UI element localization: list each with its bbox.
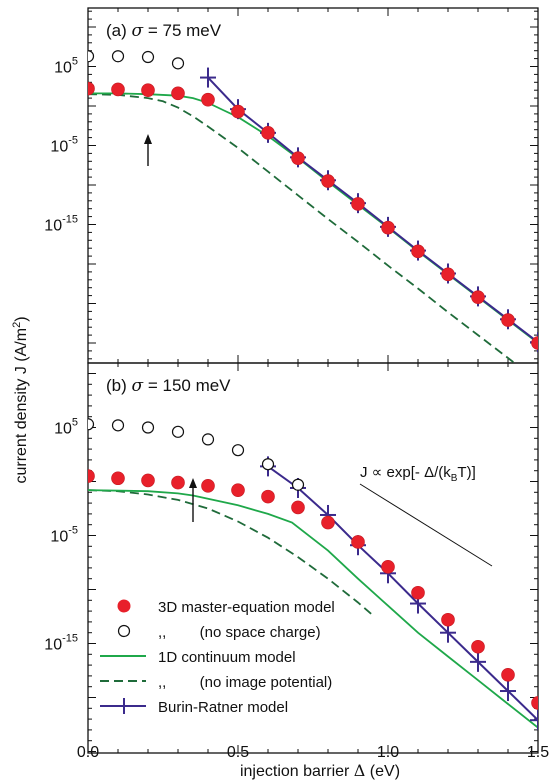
panel-b-frame <box>87 362 539 754</box>
legend-marker-me3d_nsc <box>117 624 131 638</box>
point-me3d_nsc-b <box>171 425 185 438</box>
point-me3d-b <box>171 475 185 490</box>
point-me3d-a <box>111 82 125 97</box>
y-tick-label-b: 105 <box>54 417 78 438</box>
point-me3d-b <box>88 469 95 483</box>
x-tick-label: 1.0 <box>377 744 399 761</box>
x-axis-label: injection barrier Δ (eV) <box>240 761 400 780</box>
point-me3d_nsc-a <box>111 50 125 63</box>
point-me3d-b <box>351 535 365 549</box>
point-me3d-a <box>531 336 538 350</box>
point-me3d_nsc-a <box>171 57 185 70</box>
series-line-br-b <box>267 465 538 721</box>
panel-a-label: (a) σ = 75 meV <box>106 21 222 41</box>
point-me3d-b <box>201 479 215 493</box>
point-me3d-a <box>351 197 365 211</box>
point-me3d-a <box>201 92 215 107</box>
point-me3d_nsc-b <box>111 419 125 432</box>
point-me3d-a <box>381 220 395 235</box>
y-tick-label-a: 10-15 <box>44 214 78 235</box>
point-me3d-b <box>411 585 425 600</box>
point-me3d-b <box>441 612 455 627</box>
point-me3d-a <box>141 83 155 97</box>
point-me3d_nsc-b <box>261 458 275 471</box>
arrow-head-a <box>144 134 152 144</box>
legend-marker-me3d <box>117 599 131 613</box>
legend-label-me3d: 3D master-equation model <box>158 599 335 616</box>
point-me3d-a <box>261 126 275 140</box>
x-tick-label: 0.5 <box>227 744 249 761</box>
point-me3d-b <box>141 473 155 488</box>
point-me3d-b <box>381 560 395 574</box>
point-me3d-a <box>231 104 245 119</box>
point-me3d-a <box>411 244 425 259</box>
point-me3d-b <box>261 489 275 504</box>
point-me3d_nsc-a <box>88 50 95 63</box>
series-line-cont1d_nip-b <box>88 489 374 617</box>
point-me3d-b <box>231 483 245 497</box>
point-me3d-a <box>171 86 185 101</box>
point-me3d-a <box>88 81 95 96</box>
panel-b-label: (b) σ = 150 meV <box>106 376 231 396</box>
x-tick-label: 0.0 <box>77 744 99 761</box>
point-me3d-b <box>471 639 485 654</box>
point-me3d_nsc-b <box>88 418 95 431</box>
point-me3d-b <box>501 668 515 682</box>
y-tick-label-a: 105 <box>54 56 78 77</box>
point-me3d_nsc-b <box>291 478 305 491</box>
point-me3d-a <box>441 267 455 282</box>
panel-a-frame <box>87 7 539 364</box>
point-me3d-a <box>471 290 485 304</box>
point-me3d-a <box>291 151 305 165</box>
slope-guide-line <box>359 483 493 567</box>
legend-label-br: Burin-Ratner model <box>158 699 288 716</box>
series-line-br-a <box>207 76 538 343</box>
arrow-head-b <box>189 478 197 488</box>
y-tick-label-b: 10-15 <box>44 633 78 654</box>
slope-annotation: J ∝ exp[- Δ/(kBT)] <box>360 464 476 484</box>
axis-ticks: 105 10-5 10-15 105 10-5 10-15 0.0 0.5 1.0 1.5 <box>44 8 549 761</box>
series-line-cont1d_nip-a <box>88 93 517 363</box>
y-tick-label-b: 10-5 <box>50 525 78 546</box>
point-me3d-b <box>291 500 305 515</box>
point-me3d-b <box>531 696 538 710</box>
legend-label-cont1d_nip: ,, (no image potential) <box>158 674 332 691</box>
legend-label-cont1d: 1D continuum model <box>158 649 296 666</box>
series-line-cont1d-a <box>88 92 538 344</box>
series-line-cont1d-b <box>88 489 538 729</box>
x-tick-label: 1.5 <box>527 744 549 761</box>
panel-a-series <box>88 50 538 363</box>
point-me3d_nsc-b <box>201 433 215 446</box>
legend-label-me3d_nsc: ,, (no space charge) <box>158 624 321 641</box>
legend: 3D master-equation model ,, (no space cha… <box>100 599 335 716</box>
panel-b-series <box>88 418 538 731</box>
point-me3d_nsc-b <box>231 444 245 457</box>
arrows <box>144 134 197 522</box>
point-me3d-a <box>501 313 515 327</box>
point-me3d-b <box>321 515 335 530</box>
y-axis-label: current density J (A/m2) <box>11 316 30 483</box>
point-me3d-b <box>111 471 125 486</box>
point-me3d_nsc-a <box>141 50 155 64</box>
point-me3d-a <box>321 174 335 188</box>
y-tick-label-a: 10-5 <box>50 135 78 156</box>
point-me3d_nsc-b <box>141 421 155 434</box>
